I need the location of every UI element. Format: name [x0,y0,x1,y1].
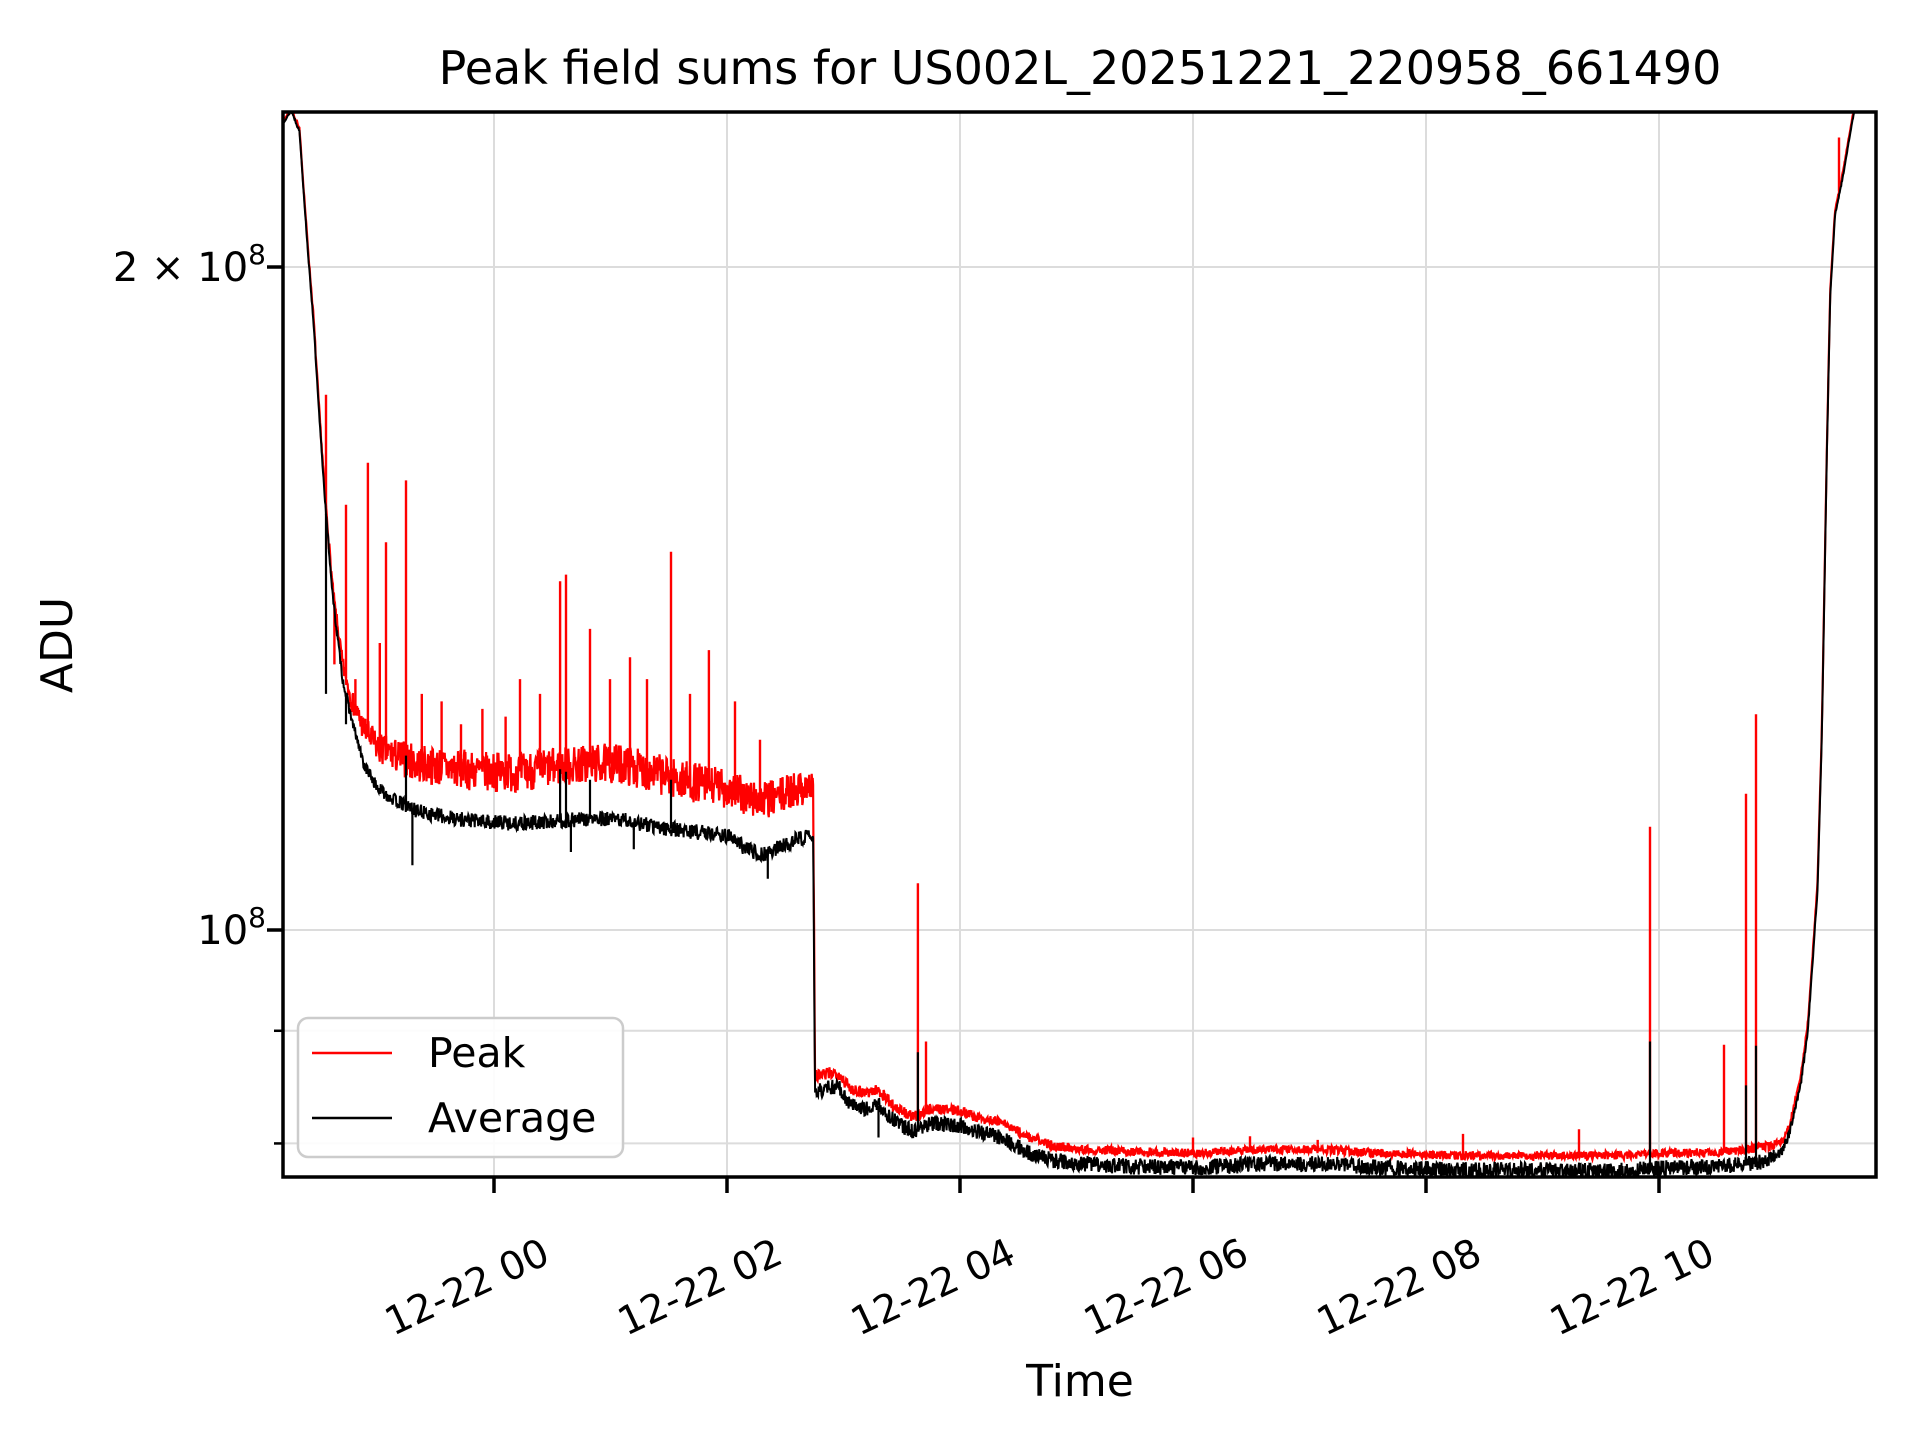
series-average-spikes [324,513,1758,1169]
x-tick-label: 12-22 10 [1543,1230,1721,1345]
axis-ticks [267,265,1661,1193]
series-average-line [283,112,1856,1177]
series-peak-line [283,112,1855,1164]
y-tick-label-1e8: 108 [197,901,266,954]
y-axis-label: ADU [32,597,83,693]
x-tick-label: 12-22 08 [1310,1230,1488,1345]
legend-average-label: Average [428,1094,596,1142]
gridlines [283,112,1876,1177]
x-axis-label: Time [1025,1356,1134,1407]
series-peak [283,112,1855,1164]
series-layer [283,112,1856,1177]
x-tick-label: 12-22 02 [611,1230,789,1345]
series-peak-spikes [324,137,1841,1156]
x-tick-label: 12-22 06 [1077,1230,1255,1345]
chart-title: Peak field sums for US002L_20251221_2209… [439,41,1722,95]
x-tick-label: 12-22 04 [844,1230,1022,1345]
legend: Peak Average [296,1016,625,1159]
series-average [283,112,1856,1177]
x-tick-label: 12-22 00 [378,1230,556,1345]
y-tick-label-2e8: 2 × 108 [113,238,266,291]
plot-area-frame [281,110,1878,1179]
x-tick-labels: 12-22 00 12-22 02 12-22 04 12-22 06 12-22 08… [378,1230,1721,1345]
legend-peak-label: Peak [428,1029,526,1077]
